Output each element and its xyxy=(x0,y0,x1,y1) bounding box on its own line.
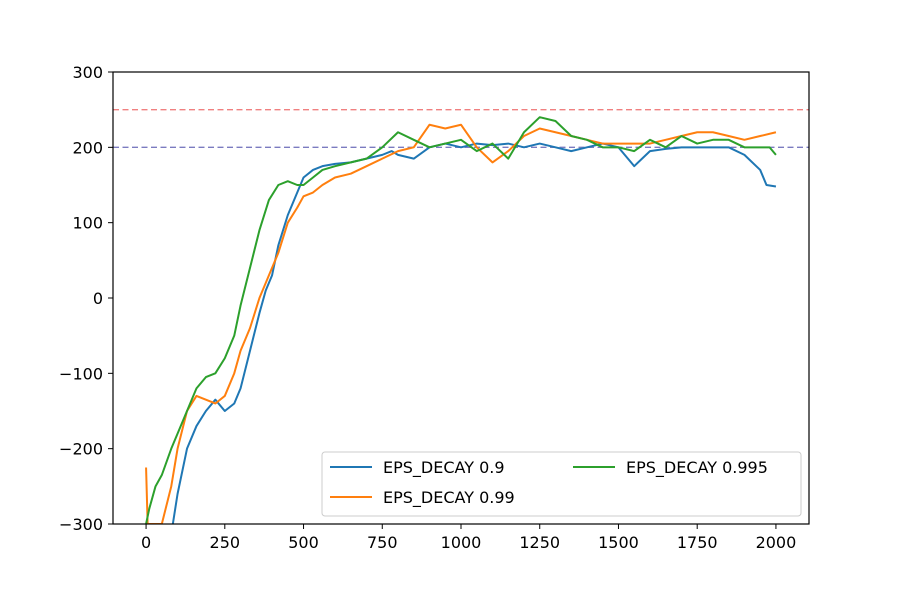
x-tick-label: 500 xyxy=(288,533,319,552)
x-tick-label: 1750 xyxy=(677,533,718,552)
legend: EPS_DECAY 0.9 EPS_DECAY 0.99 EPS_DECAY 0.9… xyxy=(321,451,802,517)
y-tick-label: 100 xyxy=(72,214,103,233)
x-tick-label: 0 xyxy=(141,533,151,552)
series-line-3 xyxy=(145,116,777,524)
series-line-2 xyxy=(145,123,777,524)
x-tick-label: 1000 xyxy=(441,533,482,552)
y-axis: −300 −200 −100 0 100 200 300 xyxy=(59,63,113,534)
x-tick-label: 250 xyxy=(210,533,241,552)
series-line-1 xyxy=(171,142,777,524)
legend-box xyxy=(321,451,802,517)
x-tick-label: 1250 xyxy=(519,533,560,552)
x-axis: 0 250 500 750 1000 1250 1500 1750 2000 xyxy=(141,524,796,552)
legend-label: EPS_DECAY 0.995 xyxy=(626,458,768,478)
legend-label: EPS_DECAY 0.99 xyxy=(383,488,515,508)
legend-label: EPS_DECAY 0.9 xyxy=(383,458,505,478)
y-tick-label: 200 xyxy=(72,138,103,157)
x-tick-label: 2000 xyxy=(756,533,797,552)
y-tick-label: −100 xyxy=(59,364,103,383)
y-tick-label: −300 xyxy=(59,515,103,534)
y-tick-label: −200 xyxy=(59,440,103,459)
y-tick-label: 0 xyxy=(93,289,103,308)
y-tick-label: 300 xyxy=(72,63,103,82)
x-tick-label: 750 xyxy=(367,533,398,552)
series-layer xyxy=(145,116,777,524)
x-tick-label: 1500 xyxy=(598,533,639,552)
